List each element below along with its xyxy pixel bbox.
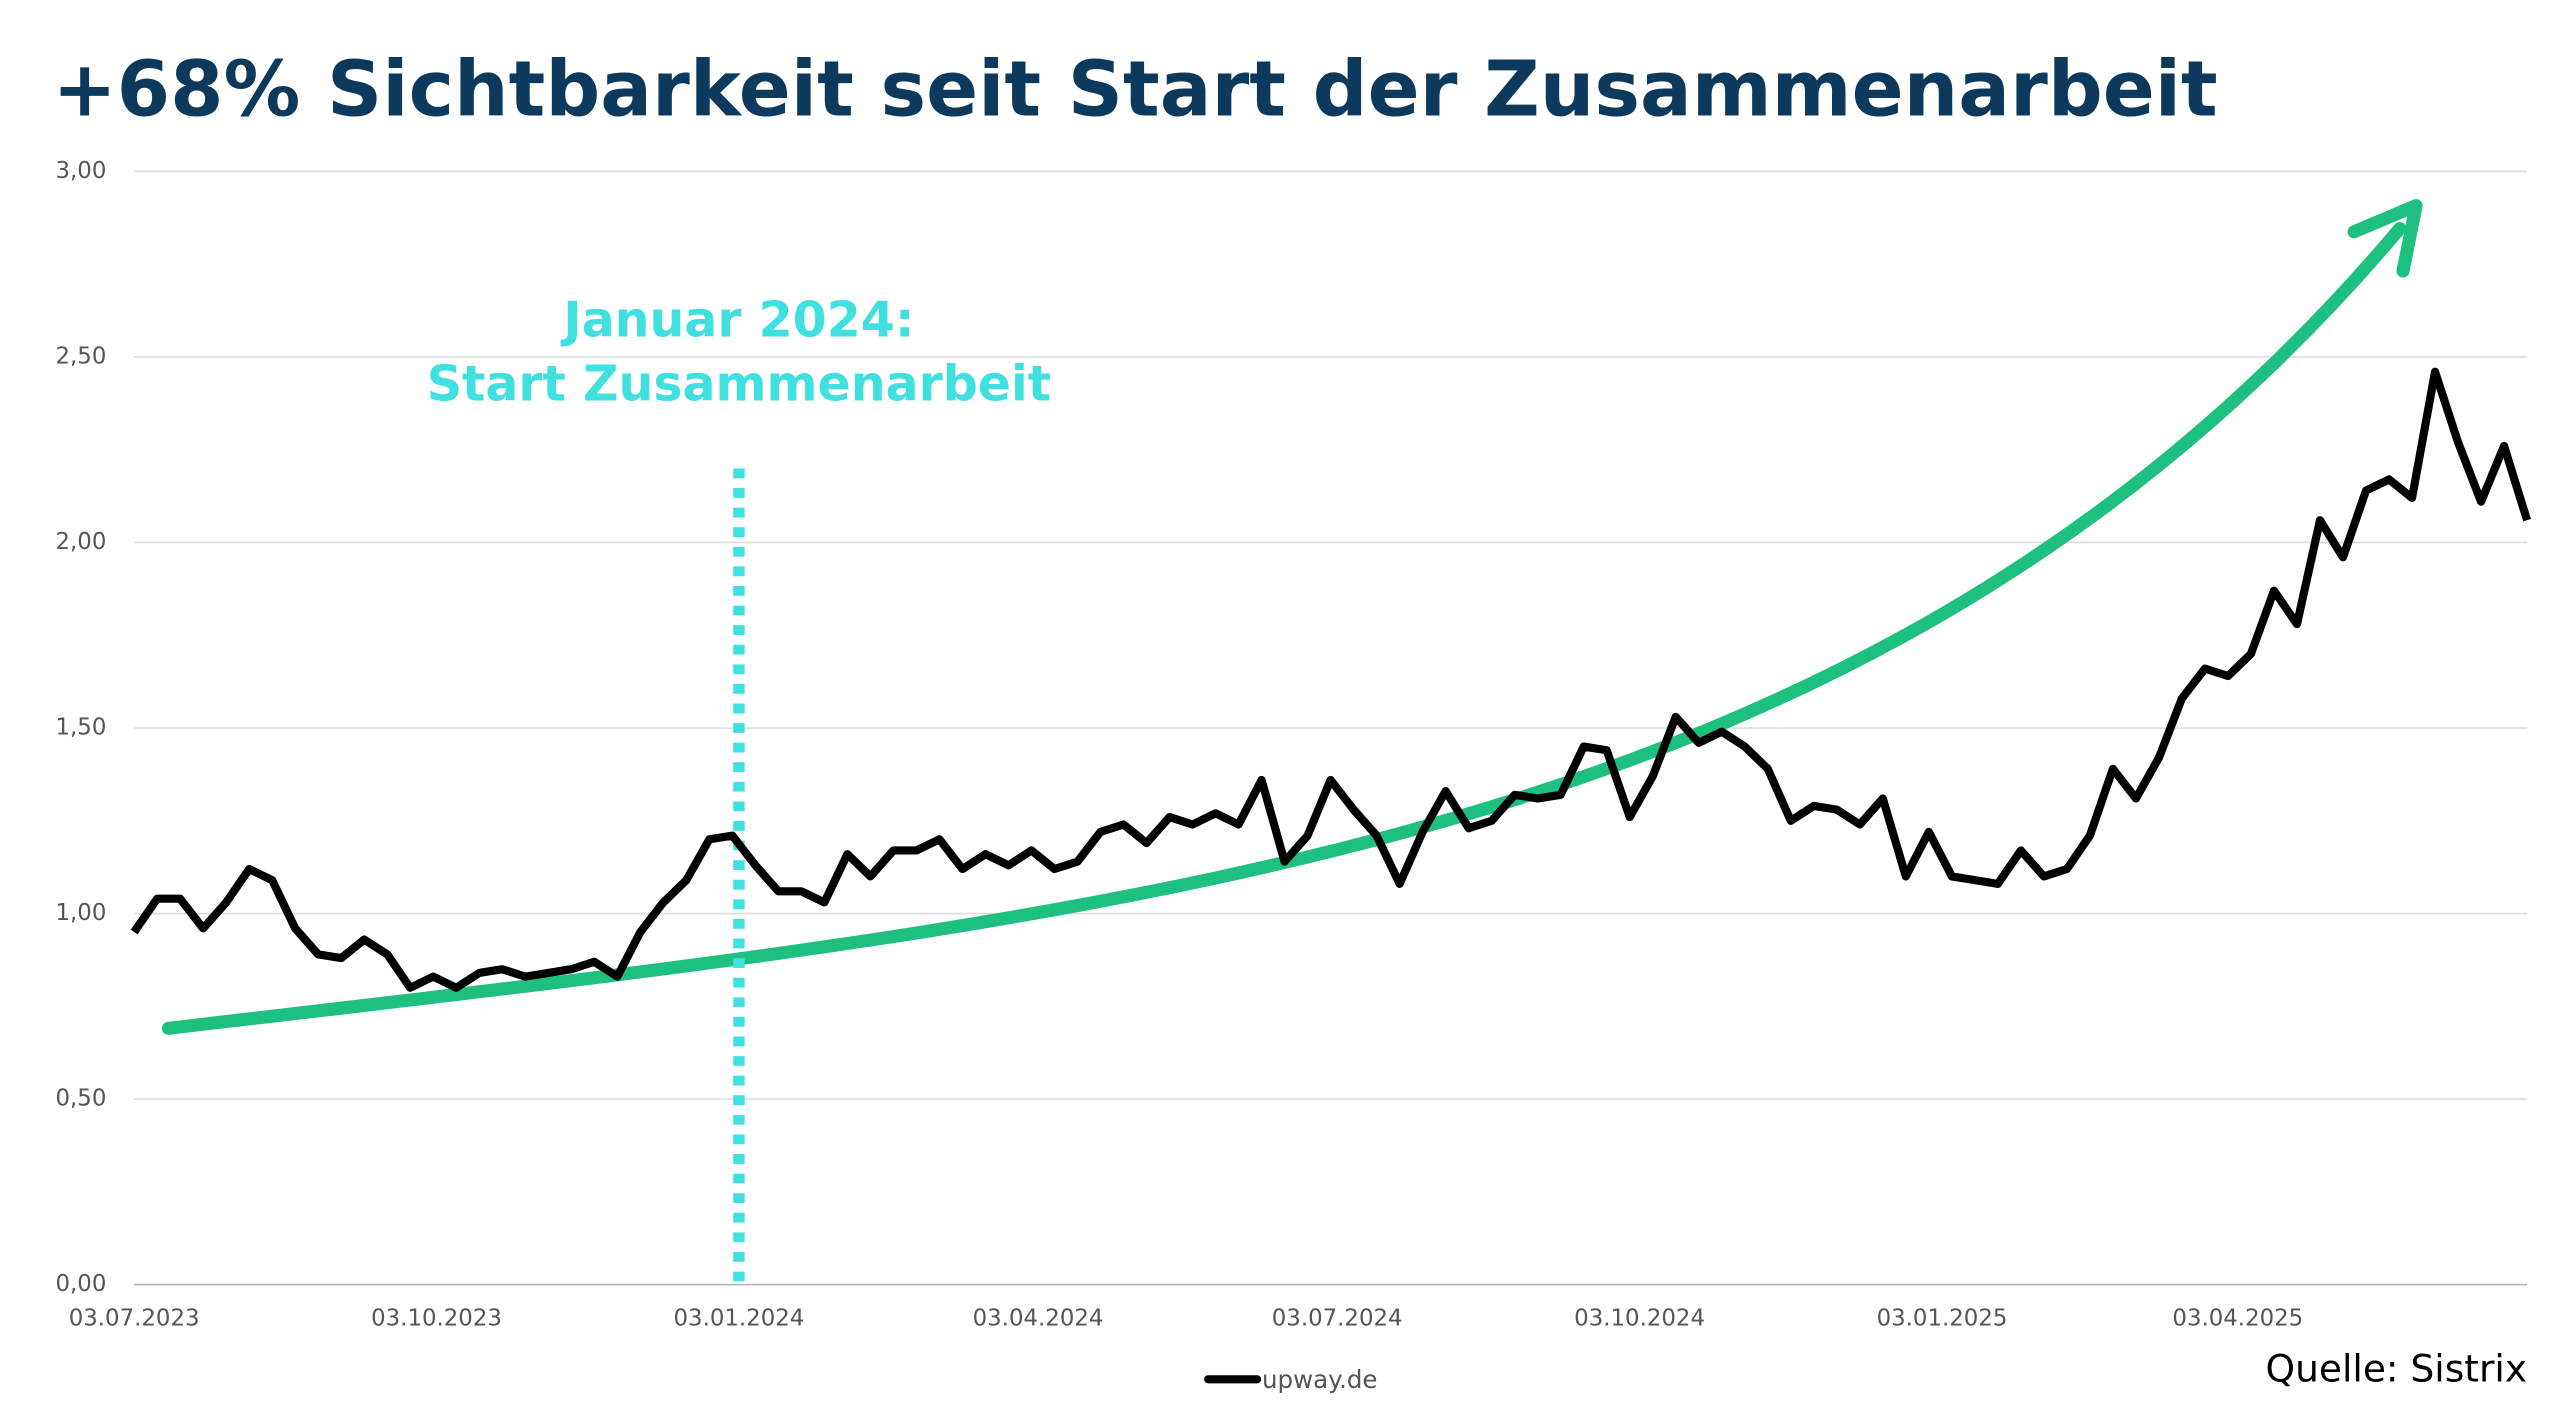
x-tick-label: 03.07.2024 <box>1272 1305 1403 1331</box>
x-tick-label: 03.01.2024 <box>674 1305 805 1331</box>
y-tick-label: 2,50 <box>55 343 106 369</box>
x-tick-label: 03.07.2023 <box>69 1305 200 1331</box>
x-tick-label: 03.01.2025 <box>1877 1305 2008 1331</box>
annotation-text: Start Zusammenarbeit <box>427 355 1051 412</box>
y-tick-label: 1,00 <box>55 900 106 926</box>
y-tick-label: 0,50 <box>55 1086 106 1112</box>
trend-arrow-head <box>2347 199 2423 278</box>
x-tick-label: 03.04.2024 <box>973 1305 1104 1331</box>
y-tick-label: 0,00 <box>55 1271 106 1297</box>
series-line <box>130 367 2531 992</box>
y-tick-label: 2,00 <box>55 529 106 555</box>
legend-label: upway.de <box>1262 1365 1377 1394</box>
grid <box>134 170 2528 1286</box>
chart-title: +68% Sichtbarkeit seit Start der Zusamme… <box>53 46 2218 135</box>
source: Quelle: Sistrix <box>2266 1347 2528 1391</box>
y-tick-label: 3,00 <box>55 158 106 184</box>
y-tick-label: 1,50 <box>55 715 106 741</box>
trend-arrow <box>161 221 2407 1035</box>
x-tick-label: 03.10.2023 <box>371 1305 502 1331</box>
x-tick-label: 03.04.2025 <box>2172 1305 2303 1331</box>
annotation-text: Januar 2024: <box>560 292 914 349</box>
x-tick-label: 03.10.2024 <box>1574 1305 1705 1331</box>
